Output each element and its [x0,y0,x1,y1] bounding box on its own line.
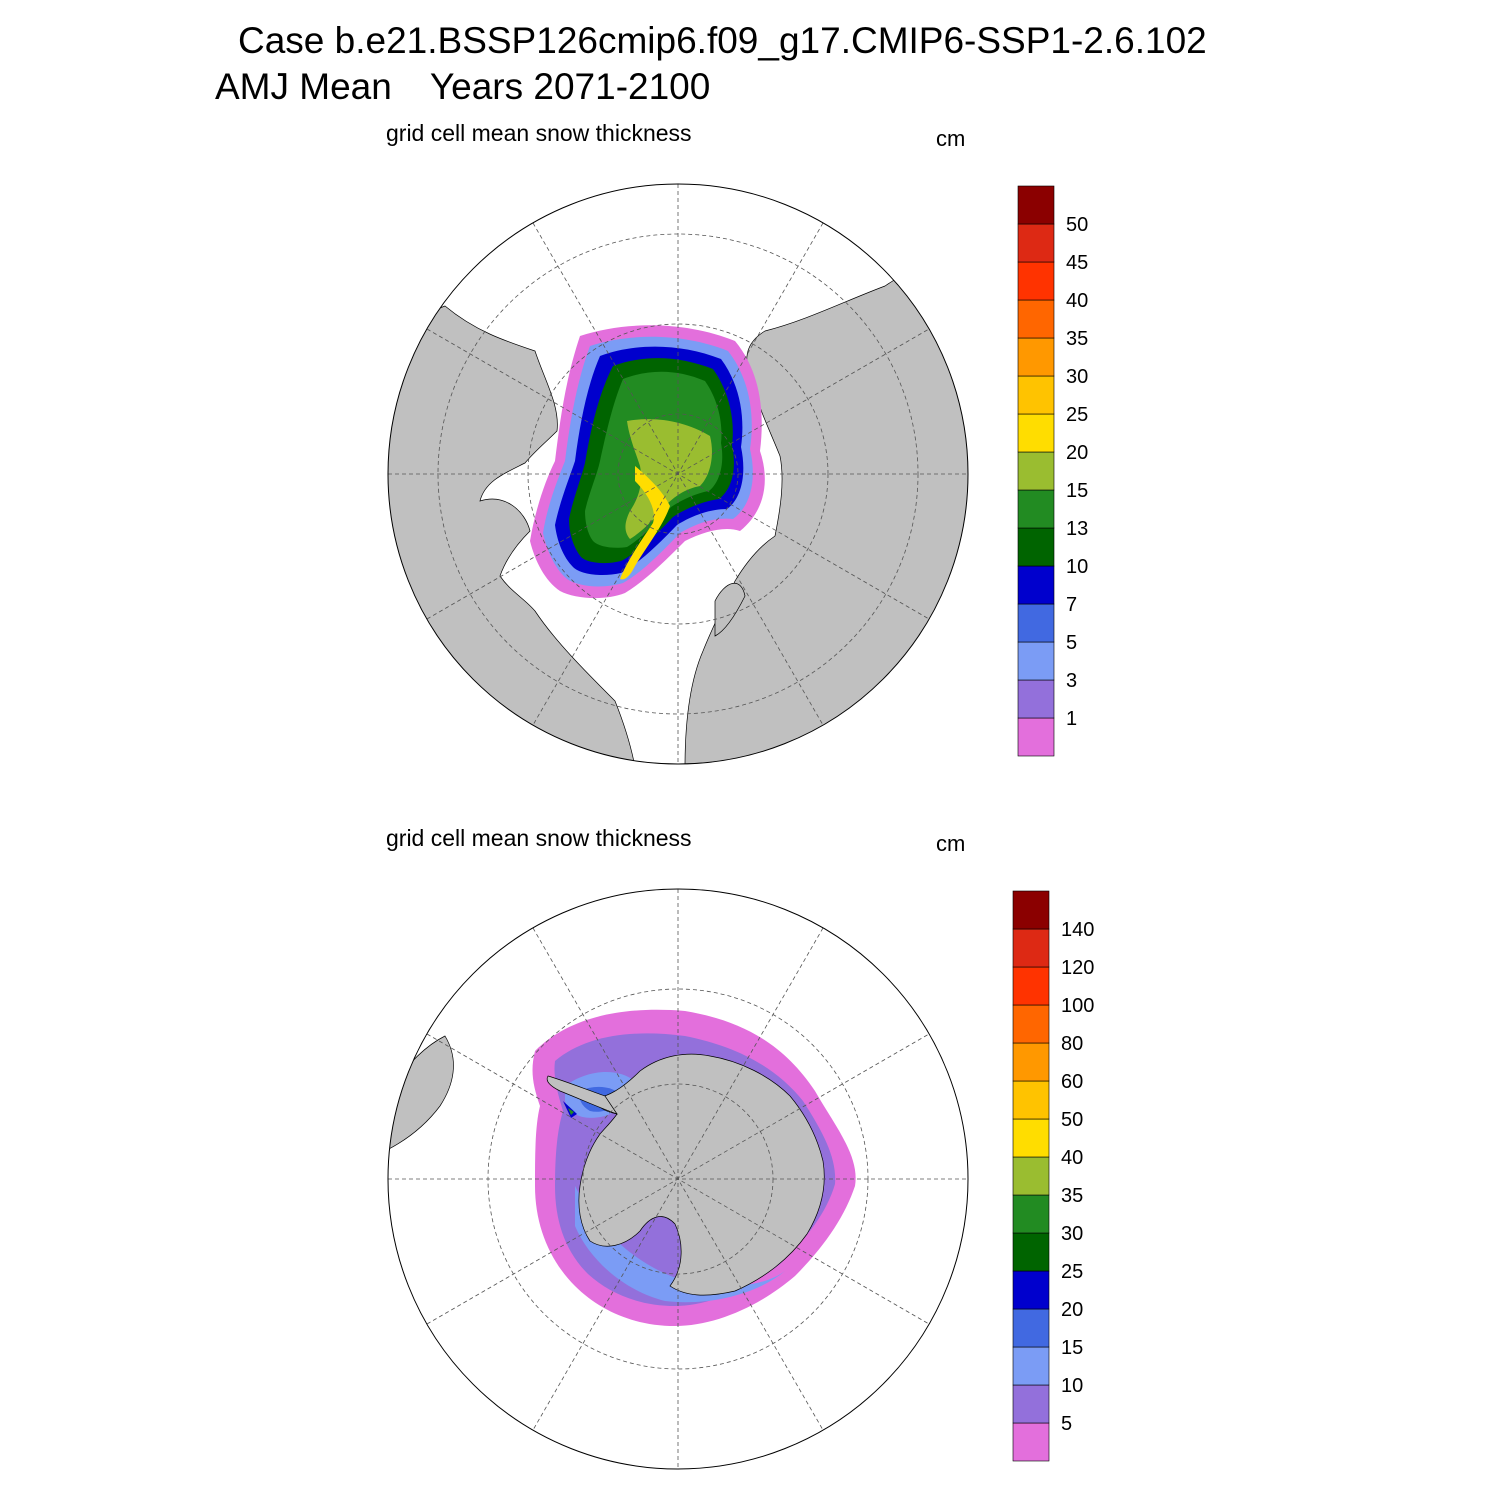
north-colorbar-label: 40 [1066,290,1088,312]
north-colorbar-label: 1 [1066,708,1077,730]
north-panel-title: grid cell mean snow thickness [386,120,692,146]
north-colorbar-box [1017,603,1055,643]
north-units-label: cm [936,126,966,151]
season-title: AMJ Mean Years 2071-2100 [215,66,710,108]
south-colorbar-label: 15 [1061,1337,1083,1359]
south-colorbar-box [1012,1042,1050,1082]
north-colorbar-box [1017,261,1055,301]
north-colorbar-label: 5 [1066,632,1077,654]
south-colorbar-label: 100 [1061,995,1094,1017]
north-colorbar-label: 30 [1066,366,1088,388]
south-colorbar-label: 30 [1061,1223,1083,1245]
south-colorbar-label: 140 [1061,919,1094,941]
south-colorbar-box [1012,1194,1050,1234]
south-colorbar-box [1012,890,1050,930]
north-colorbar-box [1017,717,1055,757]
years-label: Years 2071-2100 [429,66,711,107]
south-colorbar: 5 10 15 20 25 30 35 40 50 60 80 100 120 140 [1012,890,1094,1462]
south-colorbar-label: 5 [1061,1413,1072,1435]
north-colorbar-box [1017,299,1055,339]
south-colorbar-box [1012,1270,1050,1310]
south-colorbar-label: 40 [1061,1147,1083,1169]
north-colorbar-box [1017,641,1055,681]
north-graticule [388,184,968,764]
south-colorbar-label: 60 [1061,1071,1083,1093]
north-colorbar-box [1017,375,1055,415]
north-colorbar-label: 15 [1066,480,1088,502]
south-colorbar-box [1012,966,1050,1006]
north-colorbar-box [1017,489,1055,529]
north-colorbar-label: 10 [1066,556,1088,578]
south-colorbar-box [1012,1308,1050,1348]
north-colorbar-label: 35 [1066,328,1088,350]
south-colorbar-label: 35 [1061,1185,1083,1207]
south-colorbar-box [1012,1384,1050,1424]
north-sea-ice-snow [530,325,765,599]
south-colorbar-label: 20 [1061,1299,1083,1321]
south-colorbar-label: 50 [1061,1109,1083,1131]
south-colorbar-label: 25 [1061,1261,1083,1283]
south-colorbar-box [1012,1346,1050,1386]
north-colorbar-label: 50 [1066,214,1088,236]
south-land [388,1035,825,1296]
south-units-label: cm [936,831,966,856]
south-colorbar-label: 10 [1061,1375,1083,1397]
north-colorbar-box [1017,679,1055,719]
south-colorbar-box [1012,1232,1050,1272]
south-panel-title: grid cell mean snow thickness [386,825,692,851]
south-colorbar-box [1012,928,1050,968]
north-colorbar-box [1017,413,1055,453]
north-colorbar-box [1017,223,1055,263]
case-title: Case b.e21.BSSP126cmip6.f09_g17.CMIP6-SS… [238,20,1207,61]
north-colorbar-label: 45 [1066,252,1088,274]
north-colorbar-label: 3 [1066,670,1077,692]
north-colorbar-box [1017,451,1055,491]
south-colorbar-box [1012,1156,1050,1196]
season-label: AMJ Mean [215,66,392,107]
north-colorbar-label: 25 [1066,404,1088,426]
north-colorbar-label: 20 [1066,442,1088,464]
north-colorbar-box [1017,527,1055,567]
south-colorbar-box [1012,1004,1050,1044]
north-colorbar-box [1017,337,1055,377]
south-colorbar-box [1012,1118,1050,1158]
north-colorbar-box [1017,185,1055,225]
south-polar-map [387,888,969,1470]
south-colorbar-label: 120 [1061,957,1094,979]
north-colorbar-label: 13 [1066,518,1088,540]
north-colorbar-label: 7 [1066,594,1077,616]
south-colorbar-box [1012,1422,1050,1462]
north-colorbar-box [1017,565,1055,605]
south-graticule [388,889,968,1469]
south-colorbar-label: 80 [1061,1033,1083,1055]
south-colorbar-box [1012,1080,1050,1120]
north-polar-map [387,183,969,765]
